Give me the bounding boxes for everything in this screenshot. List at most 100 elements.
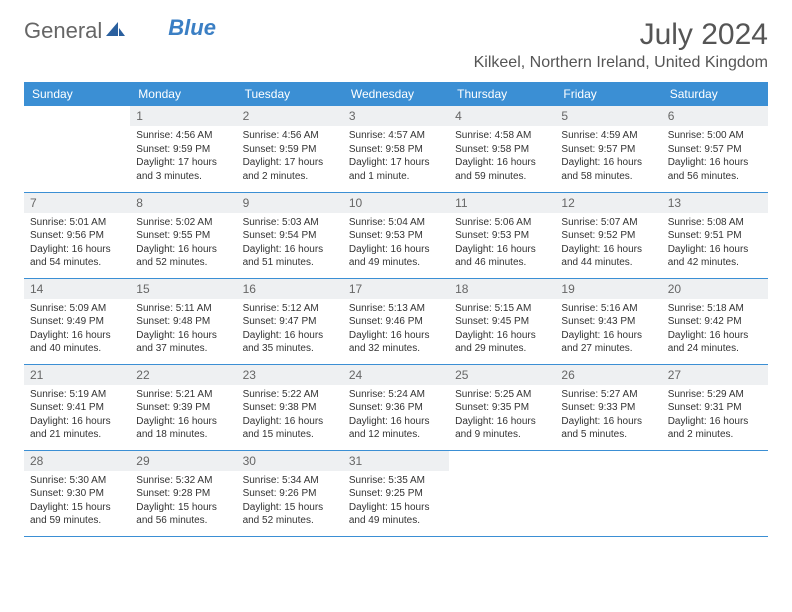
day-number: 31 [343,451,449,471]
daylight-line: Daylight: 16 hours and 46 minutes. [455,243,549,270]
calendar-cell: 23Sunrise: 5:22 AMSunset: 9:38 PMDayligh… [237,364,343,450]
sunset-line: Sunset: 9:26 PM [243,487,337,501]
daylight-line: Daylight: 16 hours and 35 minutes. [243,329,337,356]
day-body: Sunrise: 5:06 AMSunset: 9:53 PMDaylight:… [449,213,555,276]
sunset-line: Sunset: 9:31 PM [668,401,762,415]
sunrise-line: Sunrise: 5:29 AM [668,388,762,402]
day-body: Sunrise: 5:08 AMSunset: 9:51 PMDaylight:… [662,213,768,276]
daylight-line: Daylight: 16 hours and 49 minutes. [349,243,443,270]
weekday-header: Friday [555,82,661,106]
sunrise-line: Sunrise: 4:57 AM [349,129,443,143]
sunrise-line: Sunrise: 5:30 AM [30,474,124,488]
calendar-cell: 24Sunrise: 5:24 AMSunset: 9:36 PMDayligh… [343,364,449,450]
calendar-cell-empty [555,450,661,536]
calendar-row: 28Sunrise: 5:30 AMSunset: 9:30 PMDayligh… [24,450,768,536]
calendar-cell: 11Sunrise: 5:06 AMSunset: 9:53 PMDayligh… [449,192,555,278]
logo-text-1: General [24,18,102,44]
sunrise-line: Sunrise: 5:16 AM [561,302,655,316]
day-number: 26 [555,365,661,385]
day-number: 17 [343,279,449,299]
calendar-cell: 14Sunrise: 5:09 AMSunset: 9:49 PMDayligh… [24,278,130,364]
sunset-line: Sunset: 9:28 PM [136,487,230,501]
daylight-line: Daylight: 17 hours and 1 minute. [349,156,443,183]
calendar-cell: 15Sunrise: 5:11 AMSunset: 9:48 PMDayligh… [130,278,236,364]
day-body: Sunrise: 5:09 AMSunset: 9:49 PMDaylight:… [24,299,130,362]
calendar-cell-empty [662,450,768,536]
day-number: 1 [130,106,236,126]
weekday-header: Monday [130,82,236,106]
sunset-line: Sunset: 9:59 PM [136,143,230,157]
title-block: July 2024 Kilkeel, Northern Ireland, Uni… [474,18,768,72]
calendar-row: 14Sunrise: 5:09 AMSunset: 9:49 PMDayligh… [24,278,768,364]
calendar-cell: 7Sunrise: 5:01 AMSunset: 9:56 PMDaylight… [24,192,130,278]
sunrise-line: Sunrise: 5:03 AM [243,216,337,230]
day-number: 25 [449,365,555,385]
daylight-line: Daylight: 16 hours and 9 minutes. [455,415,549,442]
sunrise-line: Sunrise: 5:06 AM [455,216,549,230]
day-number: 28 [24,451,130,471]
sunrise-line: Sunrise: 4:56 AM [243,129,337,143]
daylight-line: Daylight: 16 hours and 58 minutes. [561,156,655,183]
sunset-line: Sunset: 9:47 PM [243,315,337,329]
sunset-line: Sunset: 9:51 PM [668,229,762,243]
weekday-header: Wednesday [343,82,449,106]
day-number: 12 [555,193,661,213]
daylight-line: Daylight: 16 hours and 59 minutes. [455,156,549,183]
sunrise-line: Sunrise: 5:24 AM [349,388,443,402]
day-body: Sunrise: 5:15 AMSunset: 9:45 PMDaylight:… [449,299,555,362]
day-body: Sunrise: 4:56 AMSunset: 9:59 PMDaylight:… [237,126,343,189]
day-body: Sunrise: 5:32 AMSunset: 9:28 PMDaylight:… [130,471,236,534]
daylight-line: Daylight: 16 hours and 40 minutes. [30,329,124,356]
calendar-cell: 6Sunrise: 5:00 AMSunset: 9:57 PMDaylight… [662,106,768,192]
day-number: 2 [237,106,343,126]
day-number: 21 [24,365,130,385]
calendar-cell: 27Sunrise: 5:29 AMSunset: 9:31 PMDayligh… [662,364,768,450]
weekday-header: Sunday [24,82,130,106]
sunset-line: Sunset: 9:57 PM [668,143,762,157]
calendar-cell: 17Sunrise: 5:13 AMSunset: 9:46 PMDayligh… [343,278,449,364]
weekday-header: Saturday [662,82,768,106]
logo-sail-icon [104,18,126,44]
calendar-row: 1Sunrise: 4:56 AMSunset: 9:59 PMDaylight… [24,106,768,192]
day-number: 27 [662,365,768,385]
sunrise-line: Sunrise: 5:11 AM [136,302,230,316]
day-body: Sunrise: 5:35 AMSunset: 9:25 PMDaylight:… [343,471,449,534]
daylight-line: Daylight: 16 hours and 52 minutes. [136,243,230,270]
calendar-cell: 8Sunrise: 5:02 AMSunset: 9:55 PMDaylight… [130,192,236,278]
calendar-cell: 18Sunrise: 5:15 AMSunset: 9:45 PMDayligh… [449,278,555,364]
sunrise-line: Sunrise: 5:07 AM [561,216,655,230]
calendar-cell: 16Sunrise: 5:12 AMSunset: 9:47 PMDayligh… [237,278,343,364]
sunset-line: Sunset: 9:56 PM [30,229,124,243]
sunrise-line: Sunrise: 5:27 AM [561,388,655,402]
calendar-head: SundayMondayTuesdayWednesdayThursdayFrid… [24,82,768,106]
location: Kilkeel, Northern Ireland, United Kingdo… [474,54,768,72]
logo: General Blue [24,18,216,44]
sunrise-line: Sunrise: 4:58 AM [455,129,549,143]
day-number: 20 [662,279,768,299]
sunset-line: Sunset: 9:38 PM [243,401,337,415]
day-body: Sunrise: 4:57 AMSunset: 9:58 PMDaylight:… [343,126,449,189]
day-body: Sunrise: 4:56 AMSunset: 9:59 PMDaylight:… [130,126,236,189]
daylight-line: Daylight: 16 hours and 32 minutes. [349,329,443,356]
sunset-line: Sunset: 9:52 PM [561,229,655,243]
day-number: 15 [130,279,236,299]
sunset-line: Sunset: 9:59 PM [243,143,337,157]
day-number: 24 [343,365,449,385]
sunset-line: Sunset: 9:46 PM [349,315,443,329]
day-body: Sunrise: 5:29 AMSunset: 9:31 PMDaylight:… [662,385,768,448]
sunset-line: Sunset: 9:49 PM [30,315,124,329]
sunset-line: Sunset: 9:30 PM [30,487,124,501]
header: General Blue July 2024 Kilkeel, Northern… [24,18,768,72]
daylight-line: Daylight: 16 hours and 42 minutes. [668,243,762,270]
sunrise-line: Sunrise: 5:09 AM [30,302,124,316]
daylight-line: Daylight: 16 hours and 5 minutes. [561,415,655,442]
daylight-line: Daylight: 16 hours and 18 minutes. [136,415,230,442]
day-body: Sunrise: 5:02 AMSunset: 9:55 PMDaylight:… [130,213,236,276]
daylight-line: Daylight: 16 hours and 24 minutes. [668,329,762,356]
sunrise-line: Sunrise: 5:32 AM [136,474,230,488]
calendar-cell: 21Sunrise: 5:19 AMSunset: 9:41 PMDayligh… [24,364,130,450]
daylight-line: Daylight: 16 hours and 21 minutes. [30,415,124,442]
sunrise-line: Sunrise: 5:08 AM [668,216,762,230]
sunset-line: Sunset: 9:53 PM [455,229,549,243]
calendar-row: 21Sunrise: 5:19 AMSunset: 9:41 PMDayligh… [24,364,768,450]
